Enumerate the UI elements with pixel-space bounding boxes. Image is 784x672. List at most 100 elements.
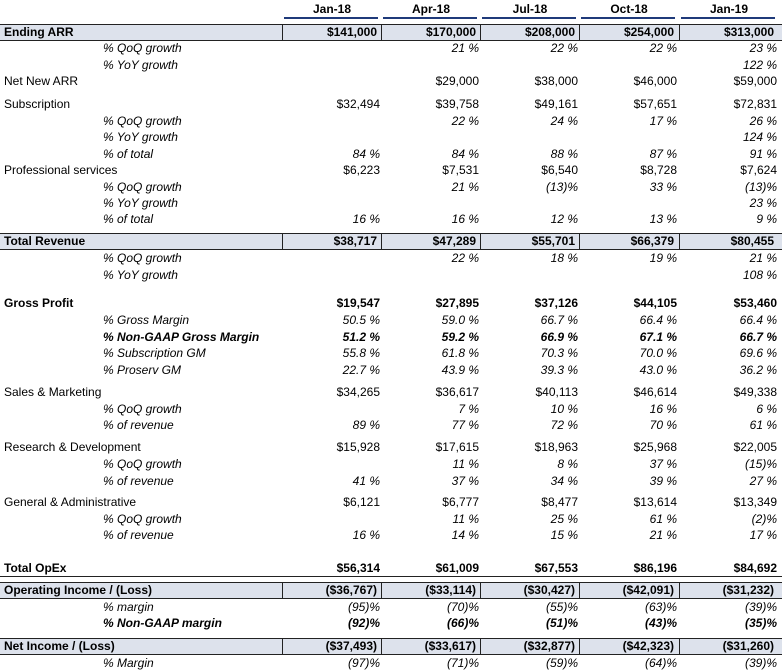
cell-value: ($36,767) — [325, 583, 377, 597]
row-label: % YoY growth — [103, 268, 178, 282]
cell-value: $27,895 — [435, 296, 479, 310]
cell-value: ($32,877) — [523, 639, 575, 653]
cell-value: ($30,427) — [523, 583, 575, 597]
cell-value: 22 % — [550, 41, 578, 55]
cell-value: 14 % — [451, 528, 479, 542]
cell-value: 18 % — [550, 251, 578, 265]
row-label: % Proserv GM — [103, 363, 182, 377]
cell-value: 55.8 % — [342, 346, 380, 360]
cell-value: 11 % — [452, 512, 479, 526]
header-underline — [681, 17, 775, 19]
row-label: % YoY growth — [103, 58, 178, 72]
cell-value: $36,617 — [435, 385, 479, 399]
cell-value: 84 % — [451, 147, 479, 161]
cell-value: (95)% — [347, 600, 380, 614]
cell-value: $46,614 — [633, 385, 677, 399]
cell-border — [579, 25, 580, 40]
row-label: % of total — [103, 212, 154, 226]
cell-border — [579, 234, 580, 249]
cell-value: $18,963 — [534, 440, 578, 454]
cell-value: $6,121 — [343, 495, 380, 509]
header-underline — [482, 17, 576, 19]
cell-value: $38,000 — [534, 74, 578, 88]
cell-value: (39)% — [744, 600, 777, 614]
cell-value: $37,126 — [534, 296, 578, 310]
cell-value: 50.5 % — [342, 313, 380, 327]
cell-value: $46,000 — [633, 74, 677, 88]
cell-value: $6,540 — [541, 163, 578, 177]
cell-value: 17 % — [649, 114, 677, 128]
cell-value: $47,289 — [432, 234, 476, 248]
row-label: Net New ARR — [4, 74, 79, 88]
row-label: Subscription — [4, 97, 71, 111]
cell-value: $7,624 — [740, 163, 777, 177]
cell-value: $25,968 — [633, 440, 677, 454]
cell-value: (35)% — [744, 616, 777, 630]
cell-value: 11 % — [452, 457, 479, 471]
cell-value: (63)% — [644, 600, 677, 614]
row-label: % margin — [103, 600, 154, 614]
cell-value: (55)% — [545, 600, 578, 614]
cell-value: (15)% — [744, 457, 777, 471]
cell-value: 124 % — [742, 130, 777, 144]
row-label: % QoQ growth — [103, 512, 182, 526]
cell-value: (13)% — [744, 180, 777, 194]
row-highlight — [0, 24, 782, 41]
cell-value: $8,728 — [640, 163, 677, 177]
cell-value: $44,105 — [633, 296, 677, 310]
cell-value: 10 % — [550, 402, 578, 416]
cell-value: $80,455 — [730, 234, 774, 248]
cell-value: 15 % — [550, 528, 578, 542]
cell-value: $19,547 — [336, 296, 380, 310]
cell-value: $66,379 — [630, 234, 674, 248]
cell-value: ($42,323) — [622, 639, 674, 653]
cell-value: (43)% — [644, 616, 677, 630]
cell-border — [679, 639, 680, 654]
row-label: % YoY growth — [103, 130, 178, 144]
cell-value: $254,000 — [623, 25, 674, 39]
cell-value: 34 % — [550, 474, 578, 488]
header-underline — [284, 17, 378, 19]
cell-value: 59.0 % — [441, 313, 479, 327]
cell-value: $49,338 — [733, 385, 777, 399]
cell-value: (70)% — [446, 600, 479, 614]
cell-value: 39.3 % — [540, 363, 578, 377]
cell-value: 16 % — [649, 402, 677, 416]
row-highlight — [0, 638, 782, 655]
row-label: Operating Income / (Loss) — [4, 583, 153, 597]
cell-value: ($33,617) — [424, 639, 476, 653]
row-label: % QoQ growth — [103, 251, 182, 265]
cell-value: 122 % — [742, 58, 777, 72]
cell-value: $56,314 — [336, 561, 380, 575]
cell-value: ($31,260) — [722, 639, 774, 653]
cell-value: 26 % — [749, 114, 777, 128]
cell-value: $49,161 — [534, 97, 578, 111]
cell-value: 59.2 % — [441, 330, 479, 344]
cell-value: 22 % — [649, 41, 677, 55]
cell-value: 39 % — [649, 474, 677, 488]
cell-border — [480, 639, 481, 654]
column-header: Jul-18 — [512, 2, 548, 16]
cell-border — [579, 583, 580, 598]
cell-value: (71)% — [446, 656, 479, 670]
row-highlight — [0, 582, 782, 599]
row-label: % QoQ growth — [103, 41, 182, 55]
cell-value: $67,553 — [534, 561, 578, 575]
cell-value: 9 % — [756, 212, 777, 226]
row-label: % of revenue — [103, 528, 174, 542]
row-label: % YoY growth — [103, 196, 178, 210]
row-label: Sales & Marketing — [4, 385, 102, 399]
cell-value: 16 % — [352, 212, 380, 226]
cell-border — [282, 639, 283, 654]
cell-value: $55,701 — [531, 234, 575, 248]
cell-value: $15,928 — [336, 440, 380, 454]
cell-value: 21 % — [649, 528, 677, 542]
cell-border — [679, 583, 680, 598]
column-header: Oct-18 — [610, 2, 648, 16]
row-highlight — [0, 233, 782, 250]
cell-value: ($31,232) — [722, 583, 774, 597]
cell-border — [579, 639, 580, 654]
cell-value: 27 % — [749, 474, 777, 488]
cell-value: 37 % — [451, 474, 479, 488]
cell-value: 21 % — [451, 41, 479, 55]
